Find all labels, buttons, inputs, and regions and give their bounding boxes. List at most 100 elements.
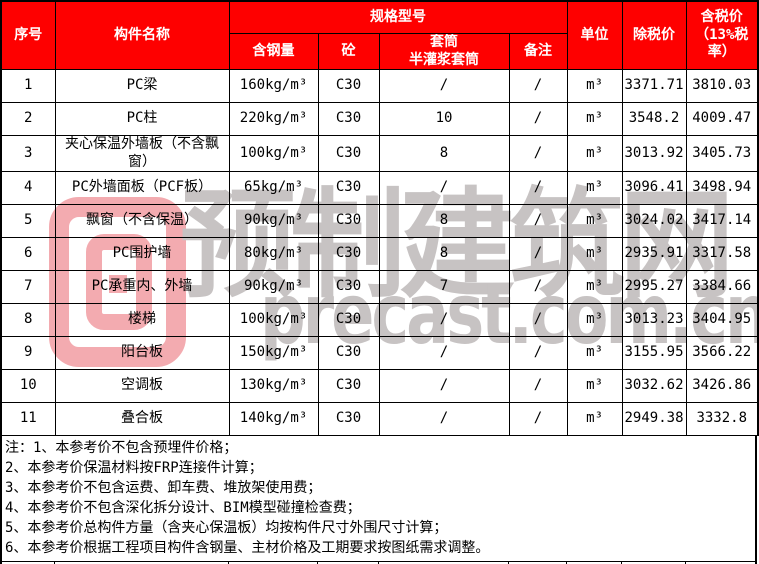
table-row: 9 阳台板 150kg/m³ C30// m³ 3155.95 3566.22 [0, 336, 759, 370]
price-ex-tax: 3155.95 [621, 336, 687, 370]
row-index: 9 [0, 336, 56, 370]
steel-content: 90kg/m³ [228, 204, 319, 238]
remark: / [508, 303, 568, 337]
note-line: 6、本参考价根据工程项目构件含钢量、主材价格及工期要求按图纸需求调整。 [5, 540, 490, 556]
steel-content: 65kg/m³ [228, 171, 319, 205]
table-row: 8 楼梯 100kg/m³ C30// m³ 3013.23 3404.95 [0, 303, 759, 337]
concrete-grade: C30 [317, 171, 380, 205]
sleeve-count: / [378, 69, 510, 103]
component-name: PC外墙面板（PCF板） [54, 171, 230, 205]
row-index: 10 [0, 369, 56, 403]
row-index: 2 [0, 102, 56, 136]
concrete-grade: C30 [317, 102, 380, 136]
concrete-grade: C30 [317, 237, 380, 271]
remark: / [508, 171, 568, 205]
concrete-grade: C30 [317, 270, 380, 304]
price-ex-tax: 2935.91 [621, 237, 687, 271]
sleeve-count: 8 [378, 135, 510, 172]
sleeve-count: / [378, 171, 510, 205]
sleeve-count: 7 [378, 270, 510, 304]
price-table: 序号 构件名称 规格型号 单位 除税价 含税价（13%税率） 含钢量 砼 套筒 … [0, 0, 759, 436]
remark: / [508, 270, 568, 304]
remark: / [508, 237, 568, 271]
component-name: 楼梯 [54, 303, 230, 337]
price-inc-tax: 3498.94 [685, 171, 759, 205]
price-inc-tax: 3426.86 [685, 369, 759, 403]
steel-content: 130kg/m³ [228, 369, 319, 403]
unit: m³ [566, 135, 623, 172]
concrete-grade: C30 [317, 336, 380, 370]
header-steel-content: 含钢量 [228, 33, 319, 70]
unit: m³ [566, 102, 623, 136]
table-row: 11 叠合板 140kg/m³ C30// m³ 2949.38 3332.8 [0, 402, 759, 436]
sleeve-count: 8 [378, 237, 510, 271]
steel-content: 160kg/m³ [228, 69, 319, 103]
price-ex-tax: 3032.62 [621, 369, 687, 403]
remark: / [508, 336, 568, 370]
header-price-ex-tax: 除税价 [621, 0, 687, 70]
sleeve-count: 10 [378, 102, 510, 136]
unit: m³ [566, 336, 623, 370]
header-sleeve: 套筒 半灌浆套筒 [378, 33, 510, 70]
price-inc-tax: 3404.95 [685, 303, 759, 337]
component-name: PC梁 [54, 69, 230, 103]
header-concrete-grade: 砼 [317, 33, 380, 70]
concrete-grade: C30 [317, 402, 380, 436]
steel-content: 140kg/m³ [228, 402, 319, 436]
unit: m³ [566, 402, 623, 436]
price-ex-tax: 2995.27 [621, 270, 687, 304]
steel-content: 100kg/m³ [228, 135, 319, 172]
remark: / [508, 102, 568, 136]
table-body: 1 PC梁 160kg/m³ C30// m³ 3371.71 3810.03 2 PC柱 220… [0, 69, 759, 436]
table-row: 4 PC外墙面板（PCF板） 65kg/m³ C30// m³ 3096.41 3498.9… [0, 171, 759, 205]
steel-content: 150kg/m³ [228, 336, 319, 370]
row-index: 7 [0, 270, 56, 304]
price-ex-tax: 3548.2 [621, 102, 687, 136]
component-name: PC承重内、外墙 [54, 270, 230, 304]
table-row: 2 PC柱 220kg/m³ C30 10/m³ 3548.2 4009.47 [0, 102, 759, 136]
price-inc-tax: 3317.58 [685, 237, 759, 271]
stub-cell [318, 562, 379, 564]
note-line: 2、本参考价保温材料按FRP连接件计算； [5, 460, 263, 476]
concrete-grade: C30 [317, 69, 380, 103]
table-header: 序号 构件名称 规格型号 单位 除税价 含税价（13%税率） 含钢量 砼 套筒 … [0, 0, 759, 70]
remark: / [508, 69, 568, 103]
next-row-stub [0, 562, 759, 564]
steel-content: 90kg/m³ [228, 270, 319, 304]
header-price-inc-tax: 含税价（13%税率） [685, 0, 759, 70]
price-ex-tax: 3013.23 [621, 303, 687, 337]
table-row: 3 夹心保温外墙板（不含飘窗） 100kg/m³ C30 8/m³ 3013.92 3405… [0, 135, 759, 172]
table-row: 6 PC围护墙 80kg/m³ C30 8/m³ 2935.91 3317.58 [0, 237, 759, 271]
remark: / [508, 135, 568, 172]
header-index: 序号 [0, 0, 56, 70]
stub-cell [2, 562, 55, 564]
unit: m³ [566, 69, 623, 103]
price-ex-tax: 3371.71 [621, 69, 687, 103]
price-ex-tax: 2949.38 [621, 402, 687, 436]
price-ex-tax: 3024.02 [621, 204, 687, 238]
row-index: 1 [0, 69, 56, 103]
note-line: 3、本参考价不包含运费、卸车费、堆放架使用费； [5, 480, 322, 496]
stub-cell [567, 562, 622, 564]
steel-content: 220kg/m³ [228, 102, 319, 136]
table-row: 7 PC承重内、外墙 90kg/m³ C30 7/m³ 2995.27 3384.66 [0, 270, 759, 304]
row-index: 3 [0, 135, 56, 172]
component-name: 叠合板 [54, 402, 230, 436]
row-index: 4 [0, 171, 56, 205]
concrete-grade: C30 [317, 369, 380, 403]
remark: / [508, 369, 568, 403]
price-inc-tax: 3566.22 [685, 336, 759, 370]
concrete-grade: C30 [317, 204, 380, 238]
sleeve-count: / [378, 336, 510, 370]
stub-cell [379, 562, 509, 564]
price-inc-tax: 3405.73 [685, 135, 759, 172]
header-component-name: 构件名称 [54, 0, 230, 70]
table-row: 1 PC梁 160kg/m³ C30// m³ 3371.71 3810.03 [0, 69, 759, 103]
price-inc-tax: 4009.47 [685, 102, 759, 136]
component-name: PC柱 [54, 102, 230, 136]
component-name: 飘窗（不含保温） [54, 204, 230, 238]
remark: / [508, 204, 568, 238]
notes-block: 注：1、本参考价不包含预埋件价格； 2、本参考价保温材料按FRP连接件计算； 3、本… [0, 436, 757, 562]
price-inc-tax: 3810.03 [685, 69, 759, 103]
